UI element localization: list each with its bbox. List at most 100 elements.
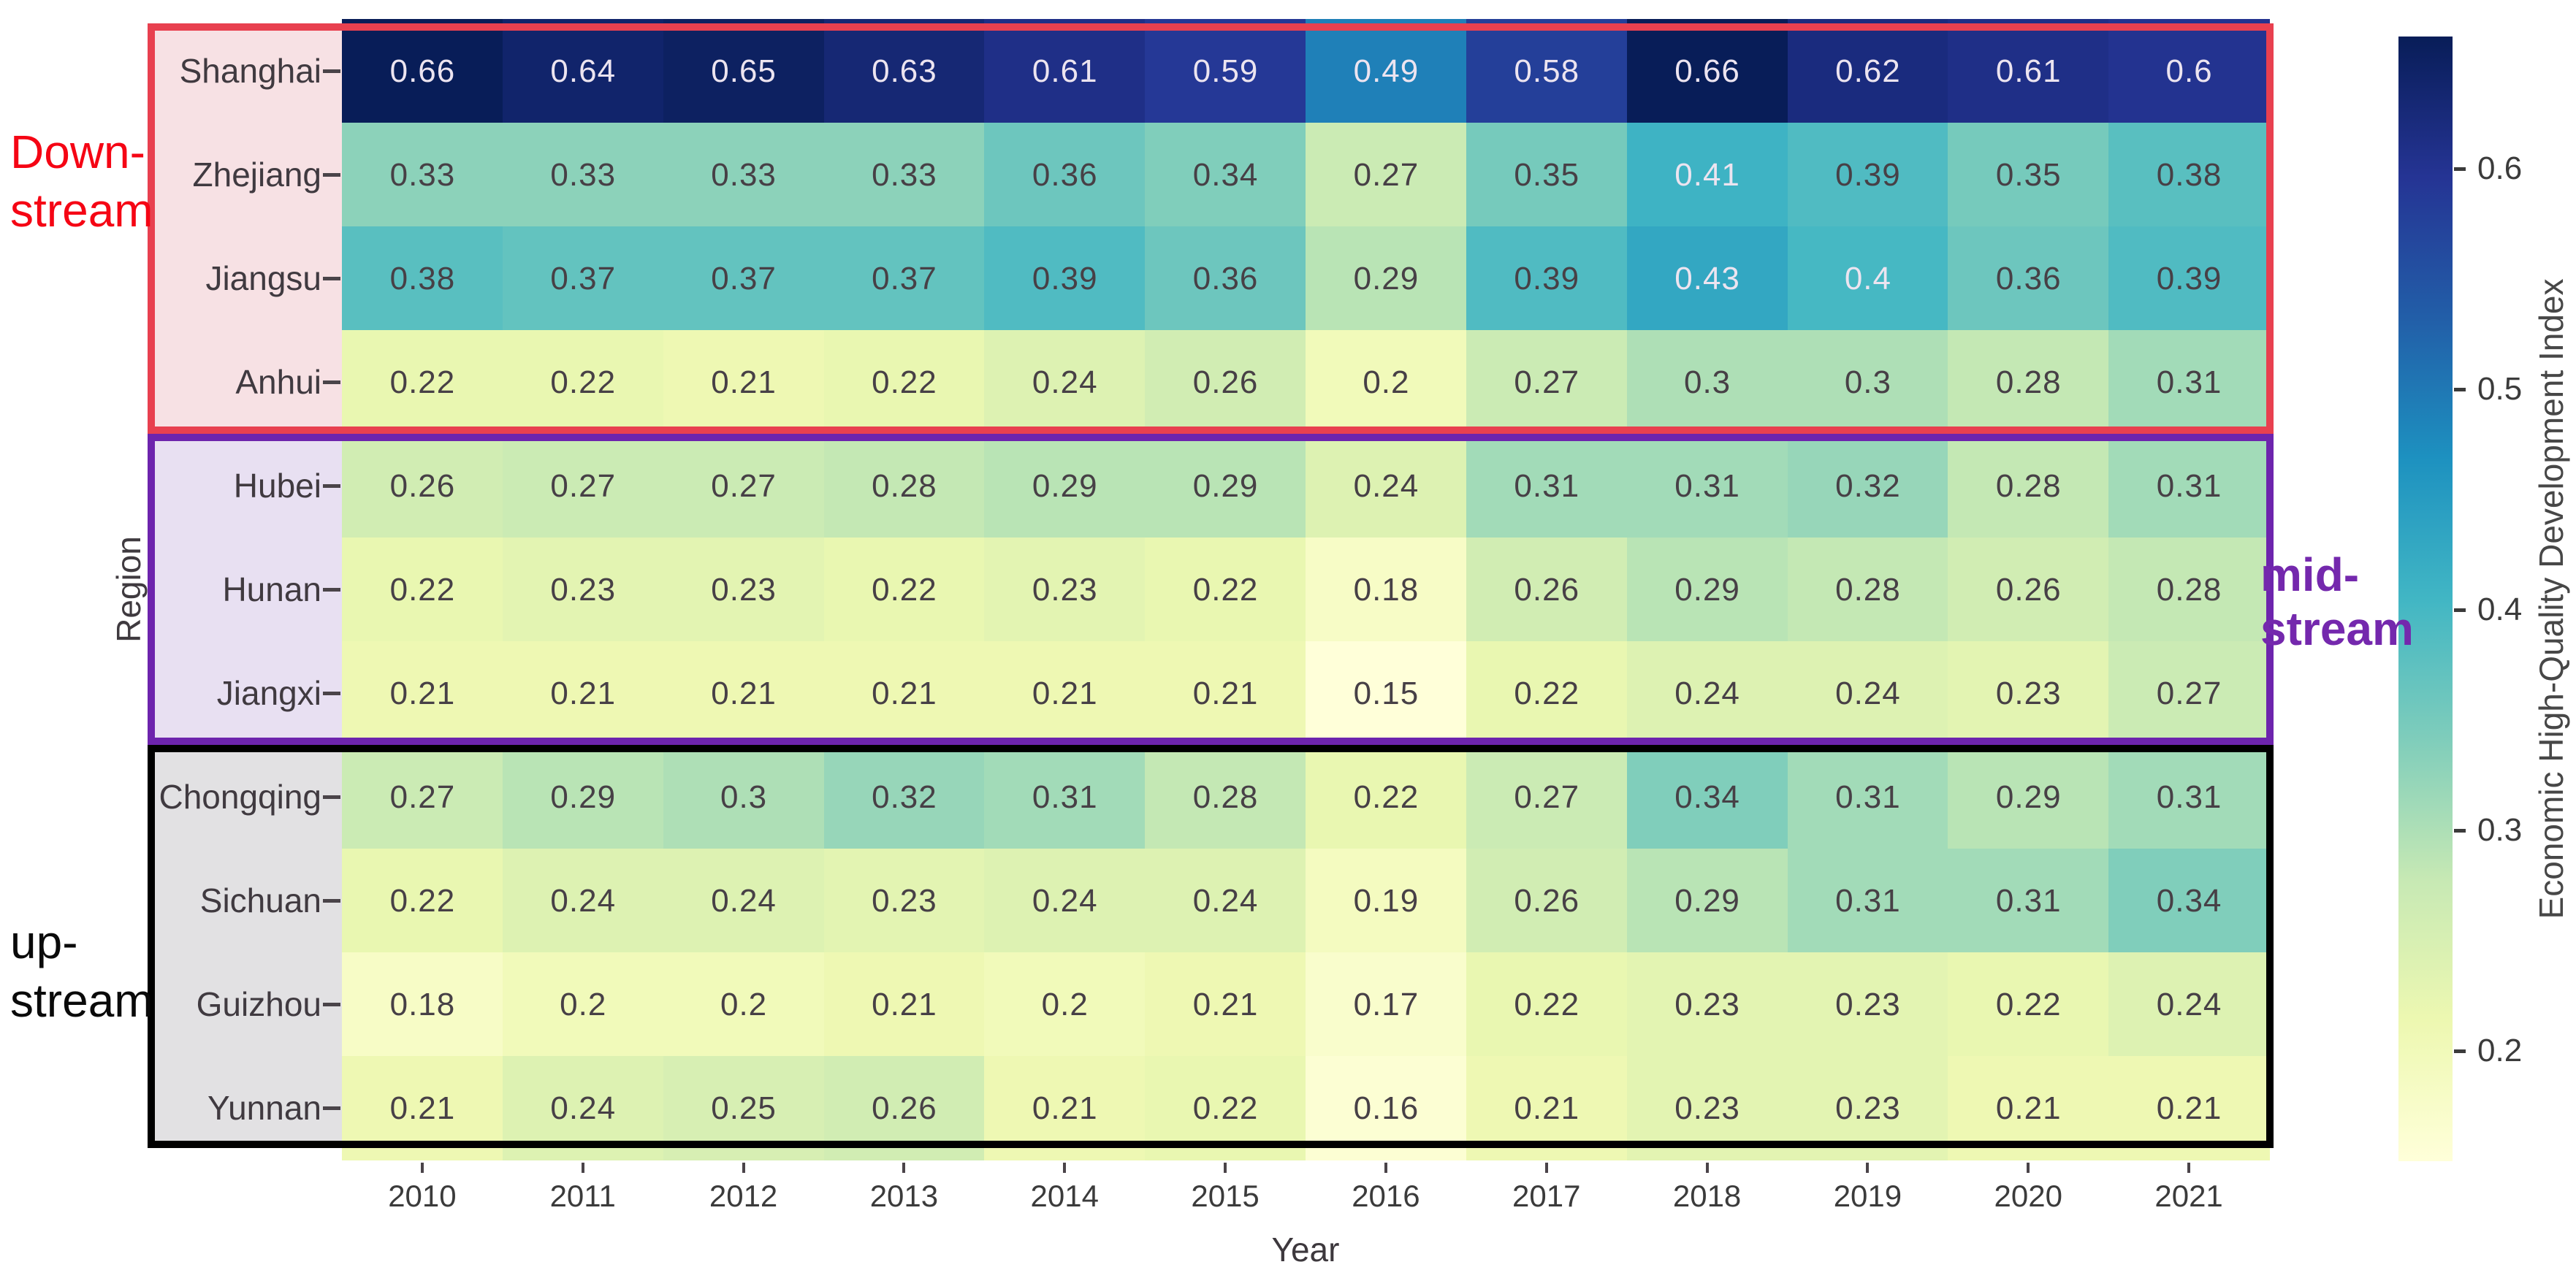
heatmap-cell: 0.21 — [663, 330, 825, 435]
y-tick-mark — [323, 692, 340, 695]
heatmap-cell: 0.31 — [1626, 434, 1788, 538]
heatmap-cell: 0.22 — [1145, 538, 1306, 642]
heatmap-cell: 0.24 — [502, 1056, 664, 1160]
heatmap-cell: 0.41 — [1626, 123, 1788, 227]
heatmap-cell: 0.39 — [984, 226, 1146, 331]
heatmap-cell: 0.21 — [1466, 1056, 1628, 1160]
heatmap-cell: 0.29 — [1626, 849, 1788, 953]
heatmap-cell: 0.23 — [1626, 1056, 1788, 1160]
heatmap-cell: 0.43 — [1626, 226, 1788, 331]
heatmap-cell: 0.22 — [823, 538, 986, 642]
annotation-upstream: up- stream — [10, 913, 153, 1030]
heatmap-cell: 0.31 — [1787, 849, 1949, 953]
x-tick-mark — [1063, 1163, 1067, 1173]
y-tick-label: Chongqing — [159, 778, 321, 816]
heatmap-cell: 0.24 — [984, 849, 1146, 953]
heatmap-cell: 0.23 — [1787, 1056, 1949, 1160]
heatmap-cell: 0.61 — [1948, 19, 2110, 123]
heatmap-cell: 0.31 — [2108, 434, 2270, 538]
heatmap-cell: 0.2 — [1306, 330, 1467, 435]
heatmap-cell: 0.24 — [2108, 952, 2270, 1057]
heatmap-cell: 0.29 — [502, 745, 664, 849]
heatmap-cell: 0.35 — [1948, 123, 2110, 227]
heatmap-cell: 0.21 — [1145, 641, 1306, 746]
y-tick-mark — [323, 1003, 340, 1006]
heatmap-cell: 0.26 — [823, 1056, 986, 1160]
y-tick-mark — [323, 899, 340, 903]
heatmap-cell: 0.21 — [502, 641, 664, 746]
heatmap-cell: 0.23 — [663, 538, 825, 642]
x-tick-label: 2018 — [1672, 1179, 1742, 1213]
heatmap-cell: 0.25 — [663, 1056, 825, 1160]
heatmap-cell: 0.31 — [1787, 745, 1949, 849]
heatmap-cell: 0.27 — [342, 745, 503, 849]
heatmap-cell: 0.24 — [1306, 434, 1467, 538]
heatmap-cell: 0.21 — [342, 1056, 503, 1160]
annotation-downstream-line2: stream — [10, 184, 153, 237]
heatmap-cell: 0.66 — [1626, 19, 1788, 123]
heatmap-cell: 0.21 — [823, 641, 986, 746]
heatmap-cell: 0.31 — [984, 745, 1146, 849]
y-tick-label: Yunnan — [207, 1089, 321, 1127]
heatmap-cell: 0.26 — [342, 434, 503, 538]
heatmap-cell: 0.23 — [1626, 952, 1788, 1057]
heatmap-cell: 0.27 — [1466, 330, 1628, 435]
heatmap-cell: 0.27 — [1306, 123, 1467, 227]
heatmap-cell: 0.26 — [1145, 330, 1306, 435]
x-tick-label: 2011 — [549, 1179, 616, 1213]
heatmap-cell: 0.17 — [1306, 952, 1467, 1057]
heatmap-cell: 0.28 — [1145, 745, 1306, 849]
heatmap-cell: 0.26 — [1948, 538, 2110, 642]
heatmap-cell: 0.22 — [342, 849, 503, 953]
x-tick-label: 2012 — [709, 1179, 778, 1213]
heatmap-cell: 0.29 — [1306, 226, 1467, 331]
heatmap-cell: 0.24 — [1145, 849, 1306, 953]
heatmap-cell: 0.39 — [1787, 123, 1949, 227]
heatmap-cell: 0.34 — [1145, 123, 1306, 227]
x-tick-mark — [2027, 1163, 2030, 1173]
heatmap-cell: 0.36 — [984, 123, 1146, 227]
heatmap-cell: 0.24 — [1626, 641, 1788, 746]
x-tick-label: 2010 — [388, 1179, 457, 1213]
heatmap-cell: 0.22 — [502, 330, 664, 435]
colorbar-tick-label: 0.5 — [2477, 371, 2523, 408]
annotation-midstream-line1: mid- — [2260, 548, 2360, 601]
annotation-downstream: Down- stream — [10, 123, 153, 240]
heatmap-cell: 0.23 — [502, 538, 664, 642]
heatmap-cell: 0.34 — [2108, 849, 2270, 953]
heatmap-cell: 0.37 — [502, 226, 664, 331]
heatmap-cell: 0.37 — [663, 226, 825, 331]
heatmap-cell: 0.22 — [1948, 952, 2110, 1057]
heatmap-cell: 0.18 — [342, 952, 503, 1057]
x-tick-label: 2017 — [1512, 1179, 1581, 1213]
x-tick-mark — [2187, 1163, 2191, 1173]
group-label-background — [155, 441, 342, 738]
heatmap-cell: 0.28 — [1948, 330, 2110, 435]
y-tick-label: Zhejiang — [192, 156, 321, 194]
heatmap-cell: 0.21 — [984, 641, 1146, 746]
annotation-upstream-line1: up- — [10, 916, 78, 968]
heatmap-cell: 0.36 — [1948, 226, 2110, 331]
heatmap-cell: 0.28 — [823, 434, 986, 538]
y-tick-label: Anhui — [235, 363, 321, 401]
x-tick-mark — [1705, 1163, 1709, 1173]
y-tick-mark — [323, 588, 340, 592]
x-tick-label: 2013 — [869, 1179, 939, 1213]
heatmap-cell: 0.33 — [823, 123, 986, 227]
x-tick-mark — [902, 1163, 906, 1173]
heatmap-cell: 0.3 — [1787, 330, 1949, 435]
heatmap-cell: 0.65 — [663, 19, 825, 123]
heatmap-cell: 0.33 — [342, 123, 503, 227]
annotation-downstream-line1: Down- — [10, 126, 145, 178]
heatmap-cell: 0.32 — [1787, 434, 1949, 538]
heatmap-cell: 0.3 — [1626, 330, 1788, 435]
y-tick-label: Guizhou — [196, 985, 321, 1023]
heatmap-cell: 0.23 — [823, 849, 986, 953]
x-tick-label: 2019 — [1833, 1179, 1902, 1213]
heatmap-cell: 0.2 — [502, 952, 664, 1057]
heatmap-cell: 0.28 — [2108, 538, 2270, 642]
heatmap-cell: 0.4 — [1787, 226, 1949, 331]
y-axis-title: Region — [110, 536, 148, 643]
x-tick-mark — [1866, 1163, 1870, 1173]
heatmap-cell: 0.38 — [342, 226, 503, 331]
